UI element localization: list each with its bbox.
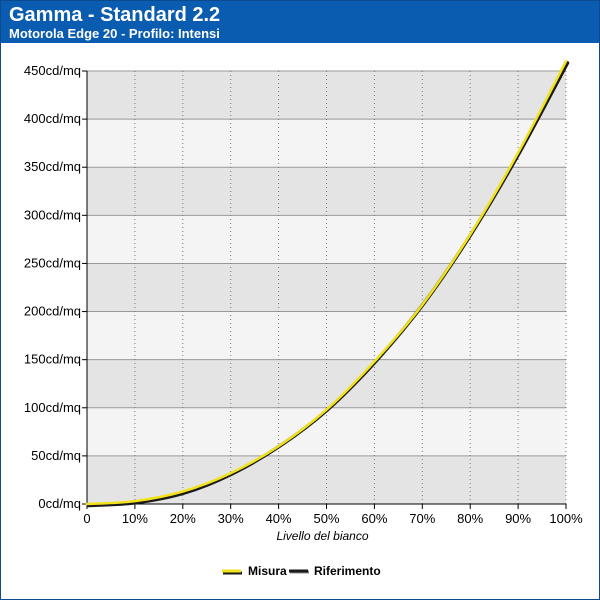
x-tick-label: 30% [218,511,244,526]
chart-title: Gamma - Standard 2.2 [9,4,221,26]
y-tick-label: 350cd/mq [24,159,81,174]
y-tick-label: 200cd/mq [24,304,81,319]
x-tick-label: 80% [457,511,483,526]
y-tick-label: 450cd/mq [24,63,81,78]
x-axis-label: Livello del bianco [276,529,368,543]
x-tick-label: 70% [409,511,435,526]
x-tick-label: 60% [361,511,387,526]
legend-misura-label: Misura [248,564,287,578]
x-tick-label: 20% [170,511,196,526]
x-tick-label: 100% [549,511,583,526]
chart-subtitle: Motorola Edge 20 - Profilo: Intensi [9,26,220,41]
chart-header: Gamma - Standard 2.2 Motorola Edge 20 - … [1,1,599,43]
y-tick-label: 250cd/mq [24,255,81,270]
series-line-misura [85,60,568,506]
y-tick-label: 100cd/mq [24,400,81,415]
y-tick-label: 400cd/mq [24,111,81,126]
y-tick-label: 150cd/mq [24,352,81,367]
y-tick-label: 50cd/mq [31,448,81,463]
x-tick-label: 90% [505,511,531,526]
x-tick-label: 10% [122,511,148,526]
x-tick-label: 40% [266,511,292,526]
y-tick-label: 0cd/mq [38,496,81,511]
x-tick-label: 0 [83,511,90,526]
x-tick-label: 50% [313,511,339,526]
y-tick-label: 300cd/mq [24,207,81,222]
legend-riferimento-label: Riferimento [314,564,381,578]
